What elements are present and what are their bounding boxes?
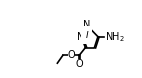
Text: N: N bbox=[77, 32, 85, 42]
Text: N: N bbox=[83, 20, 90, 30]
Text: NH$_2$: NH$_2$ bbox=[105, 30, 125, 44]
Text: I: I bbox=[85, 31, 88, 40]
Text: O: O bbox=[68, 50, 75, 60]
Text: O: O bbox=[75, 59, 83, 69]
